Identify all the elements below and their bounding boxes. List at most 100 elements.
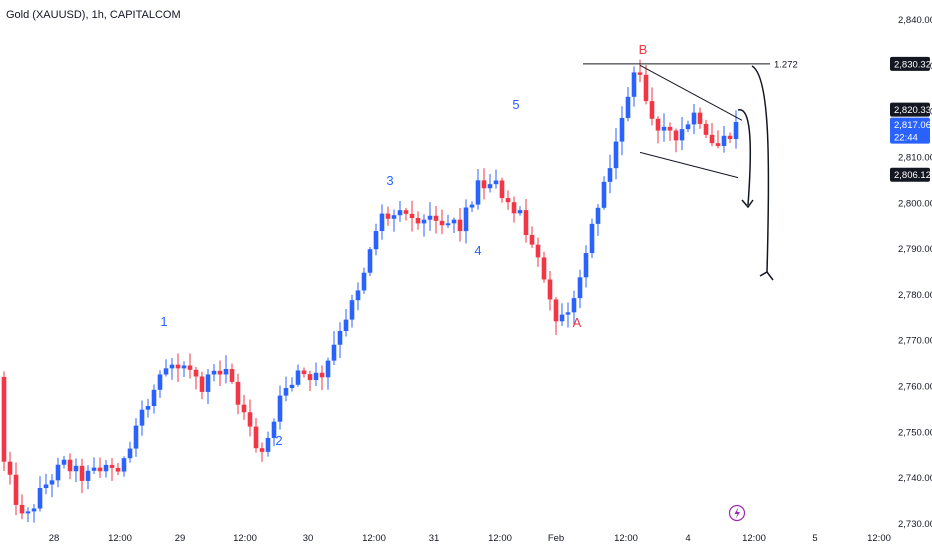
candle-body — [55, 464, 61, 481]
candle-body — [397, 210, 403, 216]
candle-body — [169, 364, 175, 369]
price-badge — [890, 102, 930, 117]
candle-body — [151, 389, 157, 407]
candle-body — [343, 319, 349, 331]
x-tick-label: 31 — [429, 533, 440, 544]
x-tick-label: 4 — [685, 533, 690, 544]
x-tick-label: 12:00 — [742, 533, 766, 544]
candle-body — [181, 365, 187, 369]
candle-body — [217, 370, 223, 375]
candle-body — [529, 234, 535, 245]
candle-body — [463, 207, 469, 232]
candle-body — [607, 168, 613, 182]
candle-body — [61, 459, 67, 465]
price-badge-label: 2,817.06 — [894, 120, 931, 131]
y-tick-label: 2,780.00 — [898, 290, 932, 301]
projection-arrow-short — [737, 109, 752, 206]
price-badge-sublabel: 22:44 — [894, 133, 918, 144]
candle-body — [331, 344, 337, 361]
candle-body — [475, 180, 481, 205]
candle-body — [85, 470, 91, 481]
candle-body — [511, 202, 517, 214]
candle-body — [553, 299, 559, 322]
candle-body — [619, 117, 625, 142]
candle-body — [727, 135, 733, 139]
x-tick-label: 12:00 — [488, 533, 512, 544]
candle-body — [31, 508, 37, 512]
channel-upper-line — [639, 64, 743, 121]
candle-body — [73, 465, 79, 472]
candle-body — [589, 223, 595, 254]
y-tick-label: 2,790.00 — [898, 244, 932, 255]
candle-body — [337, 330, 343, 345]
price-badge-label: 2,820.33 — [894, 105, 931, 116]
y-tick-label: 2,840.00 — [898, 15, 932, 26]
x-tick-label: 5 — [812, 533, 817, 544]
candle-body — [19, 504, 25, 514]
candle-body — [79, 465, 85, 481]
candle-body — [115, 467, 121, 472]
chart-title: Gold (XAUUSD), 1h, CAPITALCOM — [6, 9, 181, 21]
candle-body — [469, 204, 475, 208]
wave-label-3: 3 — [386, 173, 393, 188]
projection-arrow-short-head — [741, 199, 754, 209]
price-badge-label: 2,806.12 — [894, 170, 931, 181]
channel-lower-line — [639, 151, 739, 179]
x-tick-label: Feb — [548, 533, 564, 544]
candle-body — [235, 381, 241, 405]
candle-body — [709, 134, 715, 144]
candle-body — [595, 207, 601, 224]
candle-body — [187, 365, 193, 370]
candle-body — [517, 210, 523, 214]
candle-body — [253, 426, 259, 449]
candle-body — [691, 112, 697, 125]
candle-body — [421, 219, 427, 224]
candle-body — [649, 101, 655, 119]
candle-body — [733, 121, 739, 139]
wave-label-4: 4 — [474, 243, 481, 258]
candle-body — [307, 374, 313, 381]
candle-body — [403, 210, 409, 214]
candle-body — [571, 298, 577, 313]
candle-body — [301, 370, 307, 375]
candle-body — [661, 126, 667, 131]
candle-body — [271, 421, 277, 438]
wave-label-2: 2 — [275, 433, 282, 448]
candle-body — [715, 143, 721, 146]
fib-level-label: 1.272 — [774, 59, 798, 70]
candle-body — [97, 467, 103, 472]
candle-body — [265, 437, 271, 452]
candle-body — [559, 314, 565, 322]
candle-body — [25, 511, 31, 514]
wave-label-b: B — [639, 42, 648, 57]
x-tick-label: 12:00 — [233, 533, 257, 544]
candle-body — [493, 180, 499, 185]
price-badge-label: 2,830.32 — [894, 59, 931, 70]
candle-body — [535, 244, 541, 258]
candle-body — [289, 384, 295, 389]
candle-body — [349, 300, 355, 320]
x-tick-label: 28 — [49, 533, 60, 544]
candle-body — [685, 124, 691, 130]
candle-body — [415, 218, 421, 224]
x-tick-label: 29 — [175, 533, 186, 544]
candle-body — [697, 112, 703, 124]
x-tick-label: 12:00 — [362, 533, 386, 544]
candle-body — [631, 72, 637, 97]
projection-arrow-long-head — [759, 271, 774, 281]
candle-body — [547, 279, 553, 300]
candle-body — [703, 123, 709, 135]
x-tick-label: 30 — [303, 533, 314, 544]
x-tick-label: 12:00 — [108, 533, 132, 544]
candle-body — [67, 459, 73, 472]
candle-body — [283, 388, 289, 396]
candle-body — [127, 448, 133, 459]
wave-label-1: 1 — [160, 314, 167, 329]
wave-label-5: 5 — [512, 97, 519, 112]
y-tick-label: 2,750.00 — [898, 427, 932, 438]
candle-body — [295, 370, 301, 385]
candle-body — [655, 118, 661, 131]
candle-body — [457, 219, 463, 232]
price-badge — [890, 56, 930, 71]
